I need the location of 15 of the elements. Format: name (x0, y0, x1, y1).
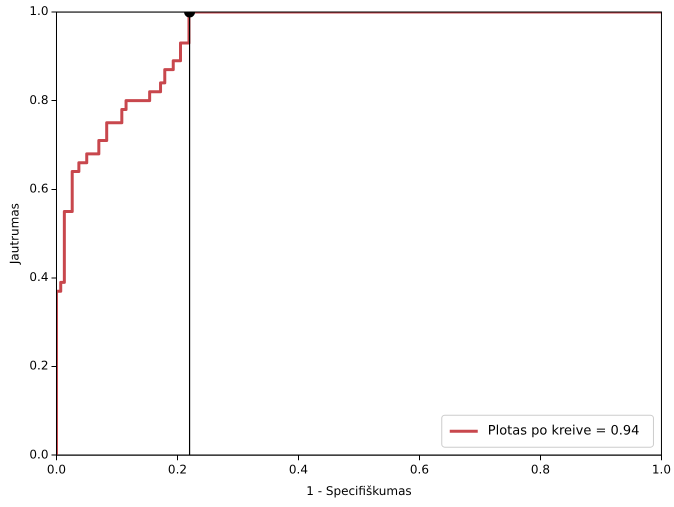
y-axis-title: Jautrumas (7, 203, 22, 266)
x-axis-title: 1 - Specifiškumas (306, 484, 412, 498)
x-tick-label: 0.6 (410, 462, 430, 477)
y-tick-label: 0.4 (29, 270, 48, 284)
x-tick-label: 0.8 (530, 462, 550, 477)
x-tick-label: 1.0 (652, 462, 672, 477)
y-tick-label: 0.8 (29, 92, 48, 107)
x-tick-label: 0.0 (46, 462, 66, 477)
x-tick-label: 0.4 (288, 462, 308, 477)
y-tick-label: 1.0 (29, 4, 48, 18)
y-tick-label: 0.6 (29, 181, 48, 196)
legend-label: Plotas po kreive = 0.94 (488, 424, 640, 439)
y-tick-label: 0.0 (29, 447, 48, 462)
y-tick-label: 0.2 (29, 358, 48, 373)
x-tick-label: 0.2 (168, 462, 188, 477)
